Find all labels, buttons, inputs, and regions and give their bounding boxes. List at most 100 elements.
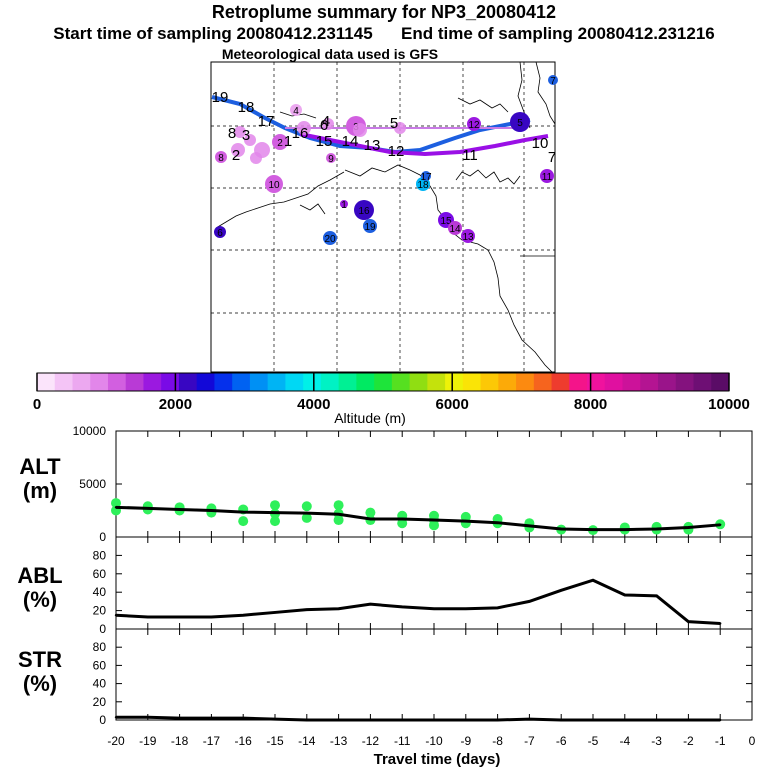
x-tick-label: -19: [139, 734, 157, 748]
plume-dot: [448, 221, 462, 235]
x-tick-label: -13: [330, 734, 348, 748]
abl-series-point: [432, 607, 436, 610]
plume-dot: [540, 169, 554, 183]
colorbar-cell: [72, 373, 91, 391]
abl-ytick-label: 80: [93, 548, 107, 562]
plume-dot-label: 12: [468, 120, 480, 131]
alt-scatter-point: [301, 512, 312, 523]
colorbar-cell: [445, 373, 464, 391]
colorbar-cell: [143, 373, 162, 391]
str-series-point: [560, 718, 563, 722]
colorbar-tick-label: 6000: [436, 396, 469, 413]
x-tick-label: -18: [171, 734, 189, 748]
str-ytick-label: 80: [93, 640, 107, 654]
track-label: 19: [212, 89, 229, 106]
str-series-point: [623, 718, 626, 722]
plume-dot: [548, 75, 558, 85]
alt-scatter-point: [270, 500, 280, 511]
abl-unit: (%): [22, 587, 58, 612]
met-data-label: Meteorological data used is GFS: [221, 46, 439, 62]
track-label: 18: [238, 99, 255, 116]
plume-dot: [394, 122, 406, 134]
x-tick-label: -10: [425, 734, 443, 748]
alt-series-point: [369, 517, 372, 521]
colorbar-cell: [285, 373, 304, 391]
x-tick-label: -20: [107, 734, 125, 748]
colorbar-cell: [374, 373, 393, 391]
abl-series-point: [242, 614, 245, 617]
alt-ytick-label: 0: [99, 530, 106, 544]
colorbar-cell: [711, 373, 730, 391]
track-label: 14: [342, 133, 359, 150]
abl-series-point: [305, 608, 308, 611]
plume-dot: [467, 117, 481, 131]
x-tick-label: -8: [492, 734, 503, 748]
str-series-point: [432, 718, 436, 722]
alt-scatter-point: [270, 516, 280, 527]
alt-series-point: [210, 509, 213, 512]
x-tick-label: -17: [203, 734, 221, 748]
alt-scatter-point: [238, 516, 249, 527]
colorbar-cell: [675, 373, 695, 391]
abl-ytick-label: 60: [93, 567, 107, 581]
x-tick-label: -11: [394, 734, 411, 748]
x-tick-label: -4: [619, 734, 630, 748]
colorbar-cell: [640, 373, 659, 391]
alt-ytick-label: 10000: [73, 424, 107, 438]
str-ytick-label: 20: [93, 695, 107, 709]
plume-dot: [326, 153, 336, 163]
colorbar-cell: [409, 373, 428, 391]
alt-series-point: [432, 518, 436, 522]
plume-dot: [215, 151, 227, 163]
plume-dot: [250, 152, 262, 164]
abl-series-point: [178, 615, 181, 619]
str-series-point: [591, 718, 595, 722]
plume-dot: [353, 123, 367, 137]
colorbar-cell: [516, 373, 535, 391]
plume-dot-label: 13: [462, 232, 474, 243]
colorbar-cell: [569, 373, 588, 391]
colorbar-tick-label: 4000: [297, 396, 330, 413]
alt-series-point: [719, 523, 722, 527]
alt-series-point: [146, 507, 149, 510]
plume-dot-label: 9: [328, 154, 334, 165]
x-tick-label: -16: [235, 734, 253, 748]
x-tick-label: 0: [749, 734, 756, 748]
colorbar-tick-label: 0: [33, 396, 41, 413]
colorbar-cell: [658, 373, 677, 391]
str-series-point: [401, 718, 404, 722]
abl-series-point: [146, 615, 149, 619]
plume-dot-label: 17: [420, 172, 432, 183]
plume-dot-label: 8: [218, 153, 224, 164]
map-grid: [211, 62, 555, 372]
alt-label: ALT: [19, 454, 61, 479]
plume-dot-label: 10: [268, 180, 280, 191]
plume-dot: [322, 118, 334, 130]
x-tick-label: -6: [556, 734, 567, 748]
colorbar-cell: [178, 373, 198, 391]
plume-dot: [244, 134, 256, 146]
track-label: 3: [242, 127, 250, 144]
colorbar-cell: [249, 373, 269, 391]
str-series-point: [337, 718, 340, 722]
alt-series-point: [178, 508, 181, 511]
str-series-point: [369, 718, 372, 722]
alt-series-point: [560, 527, 563, 531]
str-series-point: [464, 718, 467, 722]
track-label: 16: [292, 125, 309, 142]
plume-dot: [214, 226, 226, 238]
plume-dot-label: 5: [517, 118, 523, 129]
plume-dot-label: 15: [440, 216, 452, 227]
str-series-point: [305, 718, 308, 722]
colorbar-cell: [356, 373, 375, 391]
str-ytick-label: 60: [93, 658, 107, 672]
plume-dot: [297, 121, 311, 135]
x-tick-label: -7: [524, 734, 535, 748]
str-series-point: [273, 717, 277, 721]
colorbar-tick-label: 2000: [159, 396, 192, 413]
alt-series-point: [623, 528, 626, 531]
alt-series-point: [496, 521, 499, 524]
track-label: 13: [364, 137, 381, 154]
track-label: 12: [388, 143, 405, 160]
